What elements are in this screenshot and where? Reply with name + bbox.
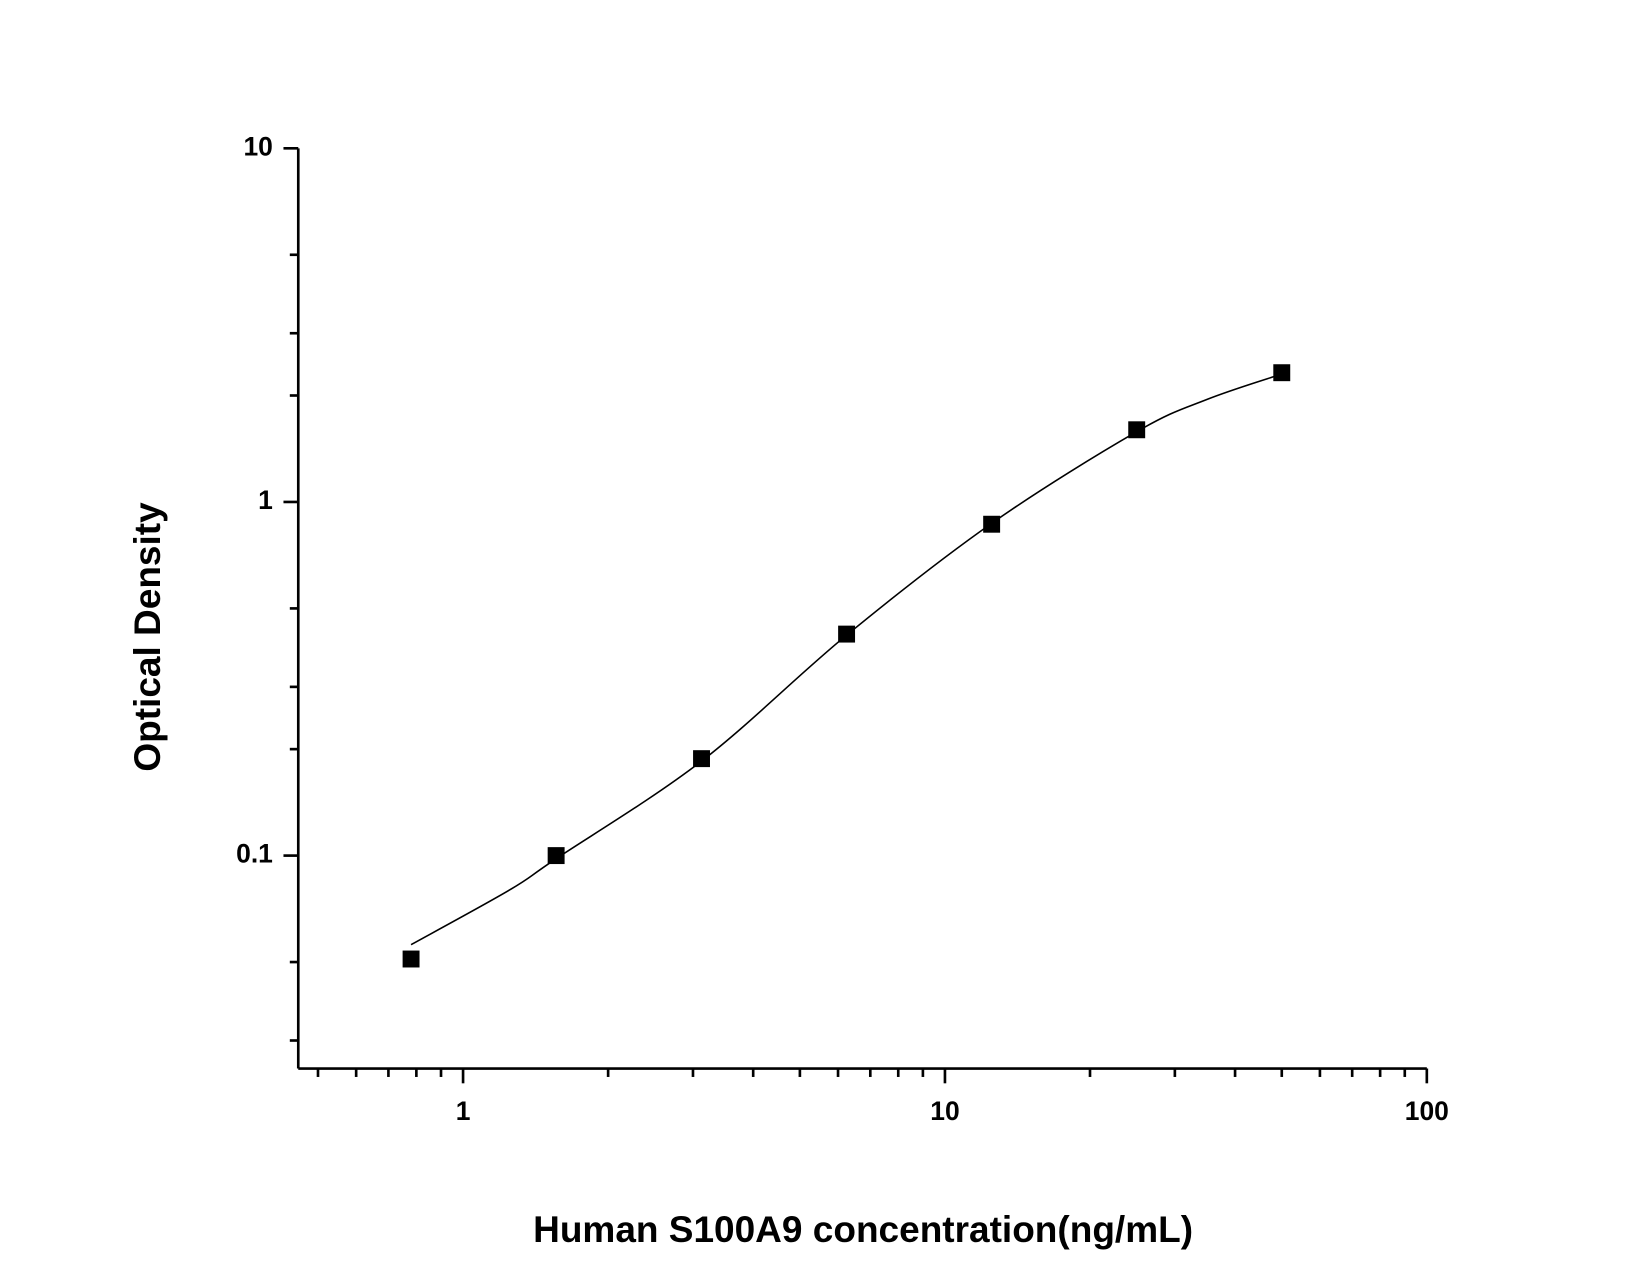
fit-curve [410, 373, 1283, 946]
x-tick-label: 1 [456, 1096, 471, 1126]
data-point [1128, 421, 1146, 439]
data-point [547, 847, 565, 865]
y-tick-label: 1 [258, 485, 273, 515]
data-point [693, 750, 710, 768]
x-tick-label: 10 [930, 1096, 959, 1126]
data-point [1273, 364, 1291, 382]
data-point [402, 950, 420, 968]
y-axis-title: Optical Density [126, 502, 168, 772]
y-tick-label: 10 [243, 131, 272, 161]
x-tick-label: 100 [1405, 1096, 1449, 1126]
data-point [983, 515, 1001, 533]
y-tick-label: 0.1 [236, 839, 273, 869]
data-point [838, 625, 856, 643]
x-axis-title: Human S100A9 concentration(ng/mL) [533, 1208, 1193, 1250]
